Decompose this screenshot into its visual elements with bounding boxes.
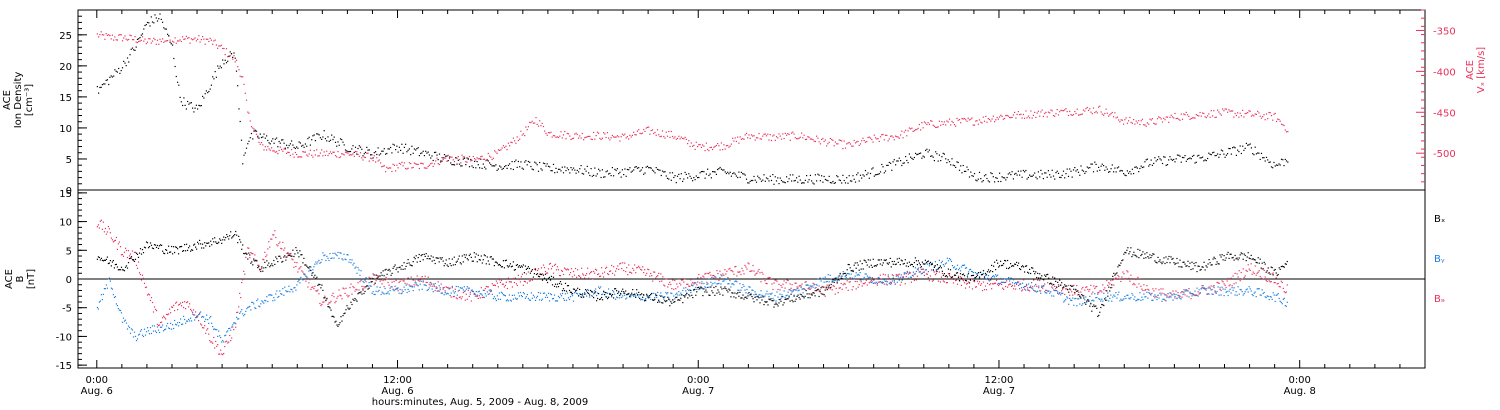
b-y-tick-label: 0 [66,275,72,286]
density-series [96,13,1289,185]
left-y-tick-label: 20 [59,62,72,73]
by-series [96,251,1288,343]
x-tick-date: Aug. 7 [983,386,1015,397]
b-y-tick-label: -15 [56,361,72,372]
left-y-tick-label: 5 [66,155,72,166]
left-y-axis-label: ACEIon Density[cm⁻³] [2,72,35,129]
x-tick-time: 0:00 [86,375,108,386]
vx-series [96,31,1289,173]
left-y-tick-label: 0 [66,186,72,197]
left-y-tick-label: 10 [59,124,72,135]
left-y-tick-label: 25 [59,31,72,42]
x-tick-date: Aug. 6 [81,386,113,397]
x-tick-time: 12:00 [985,375,1014,386]
b-y-tick-label: -5 [62,304,72,315]
x-tick-date: Aug. 6 [381,386,413,397]
right-y-tick-label: -450 [1433,108,1456,119]
x-tick-time: 0:00 [687,375,709,386]
right-y-tick-label: -350 [1433,26,1456,37]
x-tick-time: 0:00 [1288,375,1310,386]
b-y-tick-label: 10 [59,218,72,229]
b-y-axis-label: ACEB[nT] [4,269,37,289]
x-tick-date: Aug. 7 [682,386,714,397]
left-y-tick-label: 15 [59,93,72,104]
right-y-minor-ticks [1421,9,1425,191]
bx-series [96,230,1288,327]
x-tick-time: 12:00 [383,375,412,386]
b-y-tick-label: -10 [56,332,72,343]
x-axis-title: hours:minutes, Aug. 5, 2009 - Aug. 8, 20… [372,397,588,408]
legend-bx: Bₓ [1434,214,1445,225]
b-y-tick-label: 5 [66,246,72,257]
panel-1-frame [77,9,1426,191]
ion-density-panel: 0 5 10 15 20 25 -350 -400 -450 -500 ACEIon Density… [2,9,1487,197]
legend-bz: Bₔ [1434,294,1445,305]
left-y-minor-ticks [78,9,82,191]
x-tick-date: Aug. 8 [1284,386,1316,397]
right-y-tick-label: -400 [1433,67,1456,78]
right-y-tick-label: -500 [1433,149,1456,160]
bz-series [96,219,1288,356]
b-y-tick-label: 15 [59,189,72,200]
right-y-axis-label: ACEVₓ [km/s] [1465,47,1487,93]
legend-by: Bᵧ [1434,254,1445,265]
magnetic-field-panel: -15 -10 -5 0 5 10 15 ACEB[nT] Bₓ Bᵧ Bₔ [4,189,1445,372]
